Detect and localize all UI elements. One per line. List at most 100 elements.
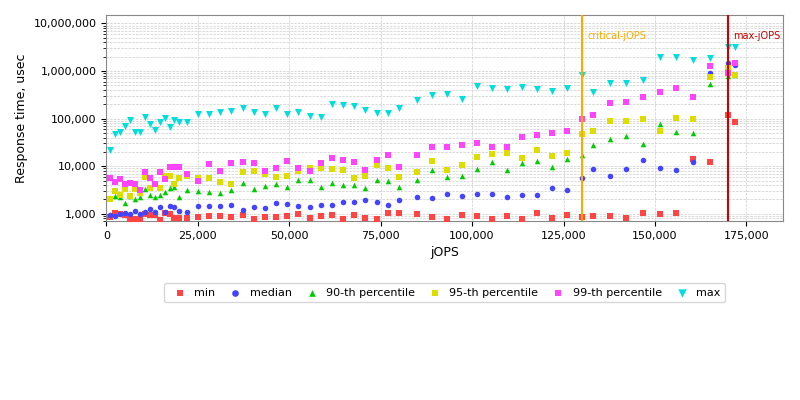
min — [225, 214, 238, 221]
min — [359, 215, 372, 222]
max — [163, 124, 176, 131]
95-th percentile — [686, 116, 699, 122]
95-th percentile — [202, 175, 215, 181]
min — [303, 215, 316, 221]
95-th percentile — [258, 170, 271, 177]
90-th percentile — [603, 136, 616, 142]
95-th percentile — [148, 181, 161, 188]
90-th percentile — [173, 194, 186, 200]
median — [441, 191, 454, 198]
90-th percentile — [654, 121, 666, 128]
min — [168, 215, 181, 221]
median — [303, 204, 316, 211]
99-th percentile — [247, 160, 260, 166]
99-th percentile — [722, 70, 734, 76]
90-th percentile — [114, 193, 126, 200]
min — [575, 214, 588, 220]
max — [561, 85, 574, 91]
min — [118, 212, 131, 218]
median — [603, 173, 616, 180]
median — [191, 203, 204, 209]
min — [501, 213, 514, 219]
max — [173, 118, 186, 125]
90-th percentile — [686, 130, 699, 136]
max — [348, 103, 361, 110]
90-th percentile — [314, 184, 327, 190]
min — [326, 212, 338, 218]
90-th percentile — [303, 176, 316, 183]
median — [168, 204, 181, 210]
min — [236, 212, 249, 218]
95-th percentile — [546, 152, 558, 159]
99-th percentile — [411, 152, 424, 158]
min — [348, 212, 361, 218]
min — [114, 211, 126, 218]
99-th percentile — [109, 178, 122, 185]
99-th percentile — [515, 134, 528, 140]
99-th percentile — [382, 152, 394, 158]
median — [654, 165, 666, 171]
min — [173, 215, 186, 222]
median — [586, 166, 599, 172]
median — [114, 211, 126, 217]
min — [426, 214, 438, 220]
95-th percentile — [173, 175, 186, 181]
95-th percentile — [722, 64, 734, 71]
95-th percentile — [153, 184, 166, 191]
max — [236, 104, 249, 111]
median — [292, 202, 305, 209]
max — [470, 83, 483, 90]
99-th percentile — [281, 158, 294, 164]
90-th percentile — [270, 180, 282, 187]
99-th percentile — [114, 176, 126, 183]
min — [153, 216, 166, 223]
max — [118, 123, 131, 129]
90-th percentile — [225, 186, 238, 193]
95-th percentile — [515, 155, 528, 161]
min — [603, 212, 616, 219]
median — [163, 203, 176, 209]
99-th percentile — [303, 168, 316, 174]
90-th percentile — [348, 182, 361, 188]
max — [225, 108, 238, 114]
min — [456, 212, 469, 218]
min — [546, 214, 558, 221]
Text: max-jOPS: max-jOPS — [734, 31, 781, 41]
median — [561, 187, 574, 193]
95-th percentile — [168, 181, 181, 187]
max — [134, 129, 146, 135]
90-th percentile — [326, 180, 338, 186]
99-th percentile — [143, 175, 156, 182]
median — [153, 204, 166, 211]
min — [586, 213, 599, 219]
99-th percentile — [138, 168, 151, 175]
99-th percentile — [561, 128, 574, 135]
max — [326, 101, 338, 108]
median — [382, 202, 394, 208]
99-th percentile — [703, 63, 716, 70]
95-th percentile — [158, 173, 171, 179]
95-th percentile — [163, 173, 176, 180]
90-th percentile — [138, 186, 151, 192]
99-th percentile — [530, 132, 543, 138]
99-th percentile — [270, 165, 282, 172]
90-th percentile — [247, 186, 260, 192]
median — [270, 200, 282, 206]
median — [546, 185, 558, 191]
min — [158, 210, 171, 216]
median — [103, 212, 116, 218]
min — [270, 214, 282, 220]
min — [722, 112, 734, 118]
median — [314, 202, 327, 208]
99-th percentile — [123, 180, 136, 186]
median — [637, 157, 650, 164]
max — [270, 105, 282, 111]
90-th percentile — [722, 72, 734, 79]
95-th percentile — [128, 186, 141, 192]
95-th percentile — [191, 175, 204, 182]
90-th percentile — [281, 184, 294, 190]
95-th percentile — [411, 169, 424, 175]
95-th percentile — [575, 130, 588, 137]
95-th percentile — [326, 166, 338, 172]
min — [654, 211, 666, 217]
